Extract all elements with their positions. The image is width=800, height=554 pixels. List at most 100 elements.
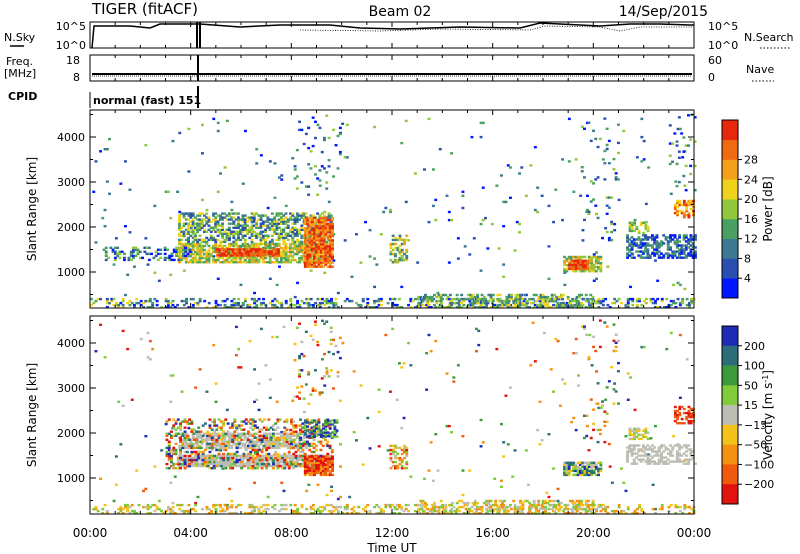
- heatmap-cell: [216, 228, 220, 231]
- heatmap-cell: [476, 301, 479, 305]
- heatmap-cell: [534, 299, 538, 303]
- heatmap-cell: [291, 214, 295, 217]
- heatmap-cell: [601, 158, 605, 161]
- heatmap-cell: [523, 499, 527, 503]
- heatmap-cell: [188, 464, 191, 468]
- heatmap-cell: [426, 301, 430, 305]
- heatmap-cell: [405, 250, 409, 254]
- heatmap-cell: [117, 512, 121, 515]
- heatmap-cell: [324, 255, 328, 258]
- heatmap-cell: [553, 297, 556, 301]
- heatmap-cell: [345, 507, 349, 511]
- heatmap-cell: [620, 301, 623, 305]
- heatmap-cell: [196, 261, 200, 264]
- heatmap-cell: [648, 236, 652, 239]
- heatmap-cell: [223, 238, 227, 242]
- heatmap-cell: [391, 261, 395, 264]
- heatmap-cell: [248, 236, 252, 240]
- heatmap-cell: [672, 283, 675, 287]
- heatmap-cell: [296, 507, 299, 511]
- heatmap-cell: [119, 505, 123, 509]
- heatmap-cell: [282, 256, 286, 260]
- heatmap-cell: [327, 159, 331, 162]
- heatmap-cell: [250, 230, 254, 233]
- heatmap-cell: [200, 261, 204, 264]
- heatmap-cell: [261, 238, 265, 242]
- heatmap-cell: [314, 120, 317, 123]
- heatmap-cell: [167, 432, 171, 435]
- heatmap-cell: [694, 246, 697, 249]
- heatmap-cell: [407, 503, 410, 507]
- heatmap-cell: [574, 337, 578, 341]
- heatmap-cell: [221, 509, 225, 513]
- heatmap-cell: [352, 370, 356, 373]
- heatmap-cell: [324, 229, 328, 232]
- heatmap-cell: [144, 435, 148, 438]
- heatmap-cell: [277, 261, 281, 264]
- heatmap-cell: [227, 252, 231, 255]
- heatmap-cell: [607, 238, 611, 242]
- heatmap-cell: [239, 503, 243, 507]
- heatmap-cell: [320, 212, 324, 215]
- heatmap-cell: [306, 231, 310, 234]
- heatmap-cell: [564, 512, 568, 515]
- heatmap-cell: [272, 254, 276, 257]
- heatmap-cell: [165, 420, 169, 423]
- heatmap-cell: [579, 261, 583, 264]
- heatmap-cell: [257, 464, 261, 468]
- heatmap-cell: [561, 158, 564, 161]
- heatmap-cell: [259, 224, 263, 227]
- heatmap-cell: [237, 232, 240, 235]
- heatmap-cell: [284, 442, 288, 446]
- heatmap-cell: [212, 343, 216, 347]
- heatmap-cell: [239, 462, 243, 466]
- heatmap-cell: [255, 256, 258, 260]
- heatmap-cell: [304, 444, 308, 448]
- heatmap-cell: [391, 234, 395, 237]
- heatmap-cell: [155, 299, 159, 303]
- heatmap-cell: [308, 225, 312, 228]
- heatmap-cell: [460, 293, 464, 297]
- heatmap-cell: [644, 248, 648, 251]
- heatmap-cell: [684, 246, 688, 249]
- heatmap-cell: [225, 505, 229, 509]
- heatmap-cell: [291, 212, 295, 215]
- heatmap-cell: [187, 218, 190, 221]
- heatmap-cell: [167, 505, 170, 509]
- heatmap-cell: [171, 374, 175, 377]
- heatmap-cell: [326, 222, 330, 226]
- heatmap-cell: [315, 235, 319, 238]
- heatmap-cell: [669, 238, 672, 241]
- heatmap-cell: [617, 503, 621, 507]
- heatmap-cell: [273, 162, 277, 165]
- heatmap-cell: [214, 432, 218, 435]
- heatmap-cell: [104, 250, 108, 253]
- heatmap-cell: [439, 505, 443, 509]
- heatmap-cell: [584, 267, 587, 271]
- heatmap-cell: [142, 505, 145, 509]
- heatmap-cell: [198, 436, 202, 439]
- heatmap-cell: [603, 149, 607, 153]
- heatmap-cell: [588, 265, 591, 269]
- heatmap-cell: [322, 225, 325, 228]
- heatmap-cell: [239, 456, 243, 459]
- heatmap-cell: [228, 306, 232, 309]
- heatmap-cell: [230, 306, 234, 309]
- heatmap-cell: [148, 299, 152, 303]
- heatmap-cell: [187, 242, 190, 246]
- heatmap-cell: [599, 267, 603, 271]
- heatmap-cell: [552, 303, 555, 307]
- heatmap-cell: [205, 254, 209, 258]
- heatmap-cell: [439, 297, 443, 301]
- heatmap-cell: [261, 256, 265, 260]
- heatmap-cell: [425, 303, 429, 307]
- heatmap-cell: [302, 301, 306, 305]
- heatmap-cell: [568, 265, 572, 269]
- heatmap-cell: [578, 505, 581, 509]
- heatmap-cell: [524, 194, 528, 197]
- heatmap-cell: [303, 231, 307, 234]
- heatmap-cell: [498, 507, 502, 511]
- heatmap-cell: [430, 512, 434, 515]
- heatmap-cell: [330, 489, 333, 493]
- heatmap-cell: [501, 299, 504, 303]
